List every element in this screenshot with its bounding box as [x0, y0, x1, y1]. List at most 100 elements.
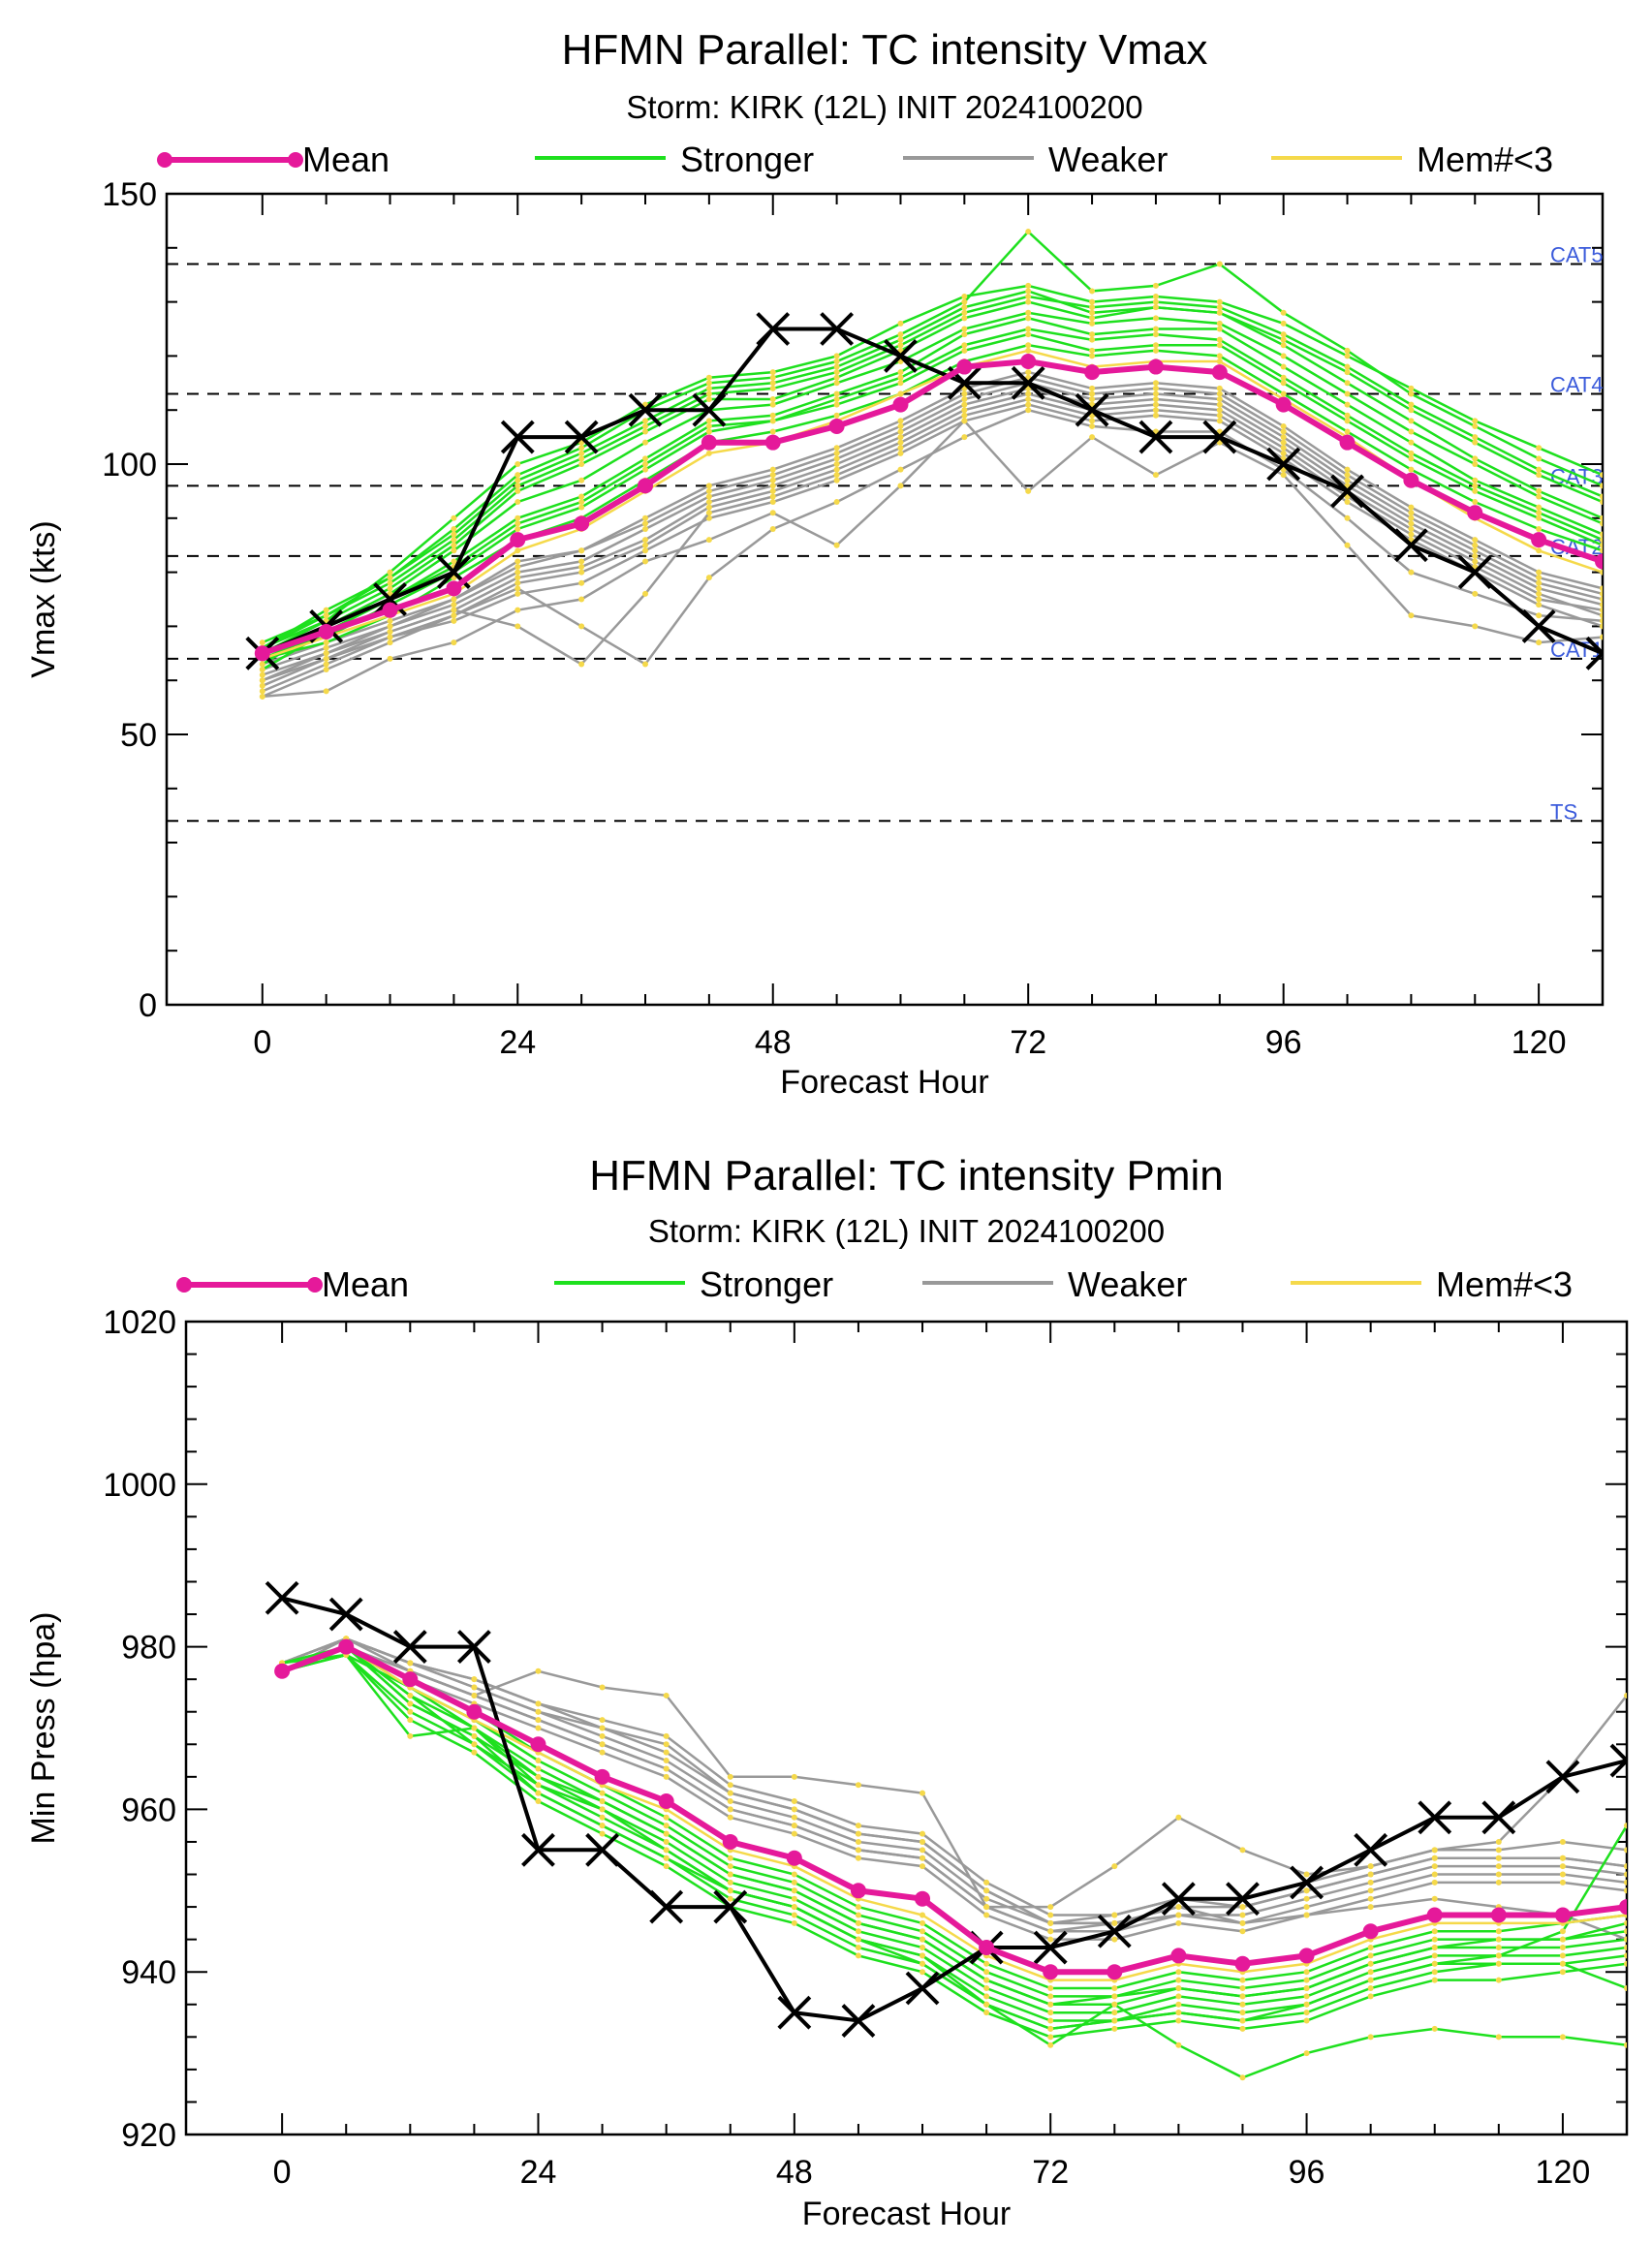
member-point — [1559, 2034, 1566, 2041]
member-point — [1089, 418, 1096, 424]
member-point — [1367, 1952, 1374, 1959]
member-point — [961, 309, 968, 316]
x-axis-label: Forecast Hour — [780, 1064, 988, 1101]
member-point — [578, 477, 585, 483]
member-point — [961, 304, 968, 311]
member-point — [471, 1741, 478, 1748]
member-point — [451, 607, 457, 613]
series-stronger-line — [281, 1653, 1627, 2039]
member-point — [1280, 320, 1287, 327]
member-point — [1472, 434, 1479, 441]
member-point — [323, 688, 329, 695]
member-point — [920, 1919, 926, 1926]
y-tick-label: 940 — [121, 1954, 176, 1991]
member-point — [1624, 1847, 1627, 1854]
legend-marker — [307, 1277, 323, 1293]
series-stronger-line — [262, 284, 1603, 655]
x-axis-label: Forecast Hour — [802, 2196, 1011, 2232]
member-point — [1472, 418, 1479, 424]
member-point — [1303, 1984, 1310, 1991]
best-track-marker — [1226, 1882, 1260, 1917]
member-point — [471, 1684, 478, 1691]
member-point — [1344, 477, 1351, 483]
member-point — [1216, 401, 1223, 408]
best-track-marker-stroke — [692, 392, 727, 427]
member-point — [983, 1895, 990, 1902]
member-point — [1408, 390, 1415, 397]
x-tick-label: 96 — [1289, 2154, 1325, 2191]
member-point — [1047, 2025, 1054, 2032]
member-point — [1303, 1969, 1310, 1976]
member-point — [705, 428, 712, 435]
member-point — [1216, 326, 1223, 332]
series-weaker-line — [262, 403, 1603, 693]
member-point — [1431, 1854, 1438, 1861]
member-point — [1536, 585, 1543, 592]
member-point — [1175, 2001, 1182, 2008]
member-point — [1216, 353, 1223, 359]
member-point — [1344, 418, 1351, 424]
best-track-marker — [628, 392, 663, 427]
best-track-marker-stroke — [1354, 1832, 1388, 1867]
legend-marker — [157, 152, 172, 168]
member-point — [387, 617, 393, 624]
mean-point — [274, 1663, 291, 1679]
best-track-marker-stroke — [1585, 636, 1603, 657]
member-point — [1152, 407, 1159, 414]
member-point — [769, 412, 776, 419]
member-point — [1472, 487, 1479, 494]
member-point — [1472, 552, 1479, 559]
member-point — [1152, 326, 1159, 332]
member-point — [1408, 612, 1415, 619]
mean-point — [1426, 1907, 1443, 1923]
member-point — [897, 331, 904, 338]
best-track-marker-stroke — [628, 392, 663, 427]
member-point — [920, 1936, 926, 1943]
member-point — [663, 1847, 670, 1854]
member-point — [1559, 1854, 1566, 1861]
series-weaker-line — [262, 397, 1603, 682]
series-weaker-line — [262, 376, 1603, 676]
member-point — [1025, 487, 1032, 494]
best-track-marker-stroke — [713, 1889, 748, 1924]
member-point — [259, 661, 265, 668]
best-track-marker — [1418, 1800, 1452, 1835]
member-point — [471, 1725, 478, 1731]
member-point — [1472, 483, 1479, 489]
mean-point — [828, 418, 845, 434]
member-point — [1280, 342, 1287, 349]
legend-entry: Mem#<3 — [1271, 140, 1553, 179]
member-point — [1408, 520, 1415, 527]
member-point — [1600, 590, 1603, 597]
member-point — [642, 428, 648, 435]
member-point — [920, 1863, 926, 1870]
best-track-marker-stroke — [1266, 447, 1301, 482]
member-point — [1624, 1823, 1627, 1829]
plot-frame — [184, 1320, 1629, 2136]
member-point — [259, 688, 265, 695]
member-point — [1280, 309, 1287, 316]
mean-point — [1084, 364, 1101, 381]
member-point — [769, 385, 776, 391]
member-point — [1047, 2010, 1054, 2016]
member-point — [1624, 1879, 1627, 1886]
member-point — [1111, 1919, 1118, 1926]
member-point — [1152, 282, 1159, 289]
y-tick-label: 50 — [120, 717, 157, 754]
best-track-marker-stroke — [649, 1889, 684, 1924]
member-point — [1303, 2001, 1310, 2008]
member-point — [599, 1684, 606, 1691]
x-tick-label: 48 — [755, 1024, 792, 1061]
member-point — [897, 439, 904, 446]
member-point — [1408, 525, 1415, 532]
member-point — [961, 407, 968, 414]
member-point — [387, 639, 393, 646]
best-track-marker — [1011, 365, 1045, 400]
best-track-marker-stroke — [1481, 1800, 1516, 1835]
y-axis-label: Vmax (kts) — [25, 520, 62, 677]
member-point — [1536, 510, 1543, 516]
member-point — [1472, 461, 1479, 467]
member-point — [920, 1847, 926, 1854]
mean-point — [1619, 1899, 1627, 1916]
